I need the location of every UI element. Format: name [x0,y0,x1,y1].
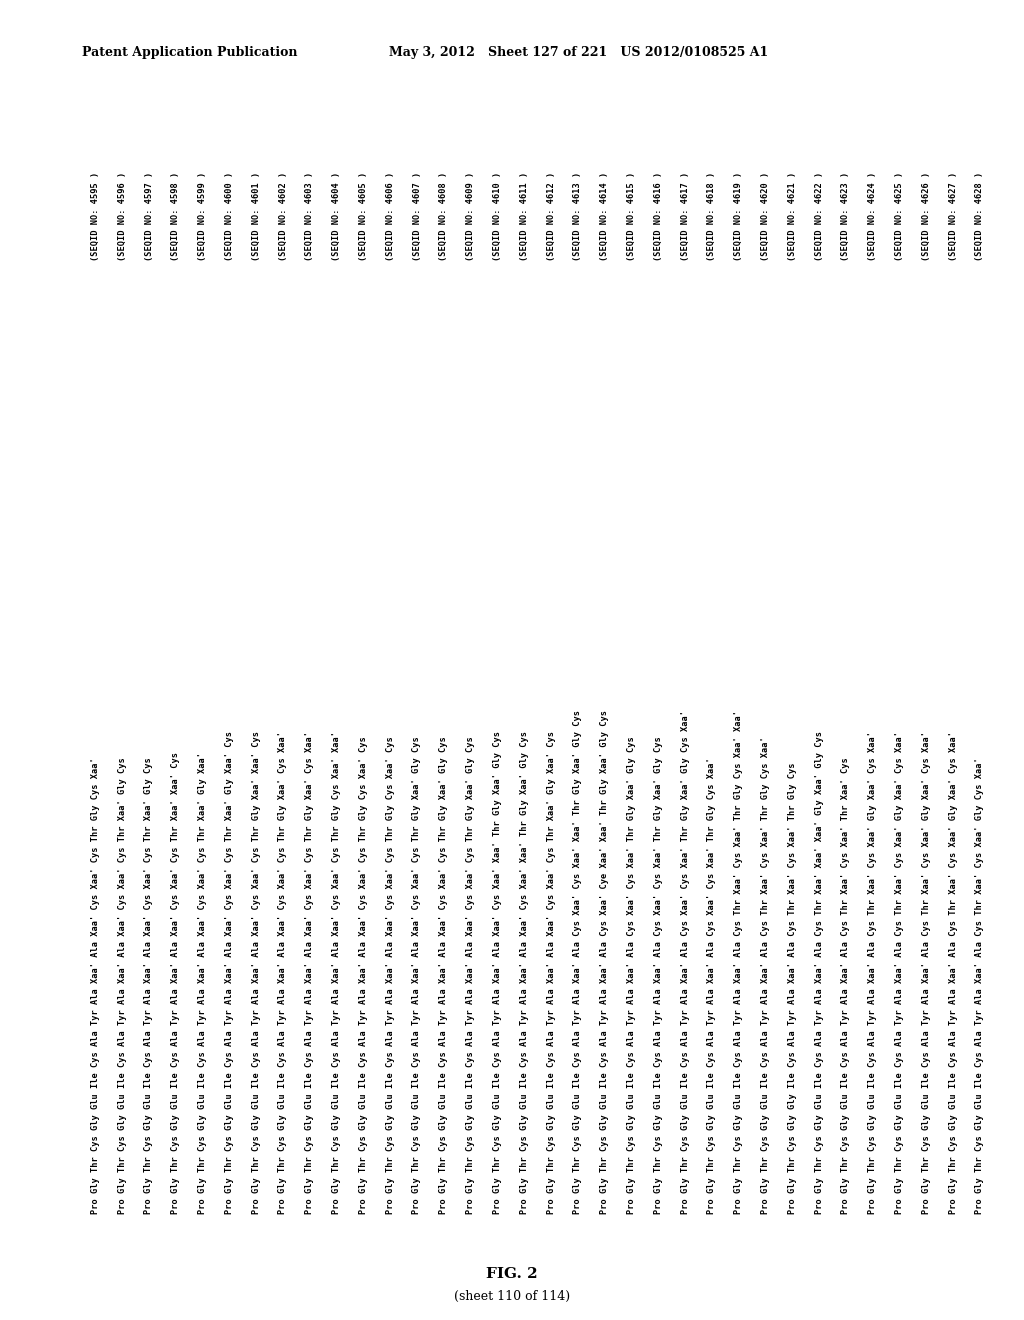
Text: (SEQID NO: 4618 ): (SEQID NO: 4618 ) [708,172,717,261]
Text: (SEQID NO: 4614 ): (SEQID NO: 4614 ) [600,172,609,261]
Text: Pro Gly Thr Cys Gly Glu Ile Cys Ala Tyr Ala Xaa' Ala Xaa' Cys Xaa' Xaa' Thr Gly : Pro Gly Thr Cys Gly Glu Ile Cys Ala Tyr … [520,731,528,1214]
Text: (SEQID NO: 4624 ): (SEQID NO: 4624 ) [868,172,878,261]
Text: Pro Gly Thr Cys Gly Glu Ile Cys Ala Tyr Ala Xaa' Ala Xaa' Cys Xaa' Cys Thr Gly X: Pro Gly Thr Cys Gly Glu Ile Cys Ala Tyr … [466,737,475,1214]
Text: (SEQID NO: 4608 ): (SEQID NO: 4608 ) [439,172,449,261]
Text: May 3, 2012   Sheet 127 of 221   US 2012/0108525 A1: May 3, 2012 Sheet 127 of 221 US 2012/010… [389,46,768,59]
Text: (SEQID NO: 4617 ): (SEQID NO: 4617 ) [681,172,689,261]
Text: (sheet 110 of 114): (sheet 110 of 114) [454,1290,570,1303]
Text: (SEQID NO: 4601 ): (SEQID NO: 4601 ) [252,172,261,261]
Text: Pro Gly Thr Cys Gly Glu Ile Cys Ala Tyr Ala Xaa' Ala Xaa' Cys Xaa' Cys Thr Gly C: Pro Gly Thr Cys Gly Glu Ile Cys Ala Tyr … [91,758,99,1214]
Text: Pro Gly Thr Cys Gly Glu Ile Cys Ala Tyr Ala Xaa' Ala Cys Thr Xaa' Cys Xaa' Thr G: Pro Gly Thr Cys Gly Glu Ile Cys Ala Tyr … [734,710,743,1214]
Text: (SEQID NO: 4616 ): (SEQID NO: 4616 ) [653,172,663,261]
Text: Pro Gly Thr Cys Gly Glu Ile Cys Ala Tyr Ala Xaa' Ala Cys Thr Xaa' Cys Xaa' Gly X: Pro Gly Thr Cys Gly Glu Ile Cys Ala Tyr … [868,731,878,1214]
Text: (SEQID NO: 4611 ): (SEQID NO: 4611 ) [520,172,528,261]
Text: (SEQID NO: 4628 ): (SEQID NO: 4628 ) [976,172,984,261]
Text: Pro Gly Thr Cys Gly Glu Ile Cys Ala Tyr Ala Xaa' Ala Cys Thr Xaa' Xaa' Xaa' Gly : Pro Gly Thr Cys Gly Glu Ile Cys Ala Tyr … [814,731,823,1214]
Text: (SEQID NO: 4609 ): (SEQID NO: 4609 ) [466,172,475,261]
Text: (SEQID NO: 4627 ): (SEQID NO: 4627 ) [948,172,957,261]
Text: Pro Gly Thr Cys Gly Glu Ile Cys Ala Tyr Ala Xaa' Ala Cys Xaa' Cys Xaa' Thr Gly X: Pro Gly Thr Cys Gly Glu Ile Cys Ala Tyr … [627,737,636,1214]
Text: (SEQID NO: 4622 ): (SEQID NO: 4622 ) [814,172,823,261]
Text: (SEQID NO: 4602 ): (SEQID NO: 4602 ) [279,172,288,261]
Text: Pro Gly Thr Cys Gly Glu Ile Cys Ala Tyr Ala Xaa' Ala Xaa' Cys Xaa' Cys Thr Gly X: Pro Gly Thr Cys Gly Glu Ile Cys Ala Tyr … [252,731,261,1214]
Text: Pro Gly Thr Cys Gly Glu Ile Cys Ala Tyr Ala Xaa' Ala Xaa' Cys Xaa' Cys Thr Gly C: Pro Gly Thr Cys Gly Glu Ile Cys Ala Tyr … [332,731,341,1214]
Text: (SEQID NO: 4612 ): (SEQID NO: 4612 ) [547,172,555,261]
Text: (SEQID NO: 4615 ): (SEQID NO: 4615 ) [627,172,636,261]
Text: Pro Gly Thr Cys Gly Glu Ile Cys Ala Tyr Ala Xaa' Ala Xaa' Cys Xaa' Cys Thr Xaa' : Pro Gly Thr Cys Gly Glu Ile Cys Ala Tyr … [144,758,154,1214]
Text: Pro Gly Thr Cys Gly Glu Ile Cys Ala Tyr Ala Xaa' Ala Xaa' Cys Xaa' Cys Thr Xaa' : Pro Gly Thr Cys Gly Glu Ile Cys Ala Tyr … [171,752,180,1214]
Text: Pro Gly Thr Cys Gly Glu Ile Cys Ala Tyr Ala Xaa' Ala Xaa' Cys Xaa' Xaa' Thr Gly : Pro Gly Thr Cys Gly Glu Ile Cys Ala Tyr … [493,731,502,1214]
Text: (SEQID NO: 4599 ): (SEQID NO: 4599 ) [198,172,207,261]
Text: Pro Gly Thr Cys Gly Glu Ile Cys Ala Tyr Ala Xaa' Ala Cys Thr Xaa' Cys Xaa' Gly C: Pro Gly Thr Cys Gly Glu Ile Cys Ala Tyr … [976,758,984,1214]
Text: Pro Gly Thr Cys Gly Glu Ile Cys Ala Tyr Ala Xaa' Ala Xaa' Cys Xaa' Cys Thr Gly X: Pro Gly Thr Cys Gly Glu Ile Cys Ala Tyr … [279,731,288,1214]
Text: (SEQID NO: 4619 ): (SEQID NO: 4619 ) [734,172,743,261]
Text: Pro Gly Thr Cys Gly Glu Ile Cys Ala Tyr Ala Xaa' Ala Xaa' Cys Xaa' Cys Thr Gly C: Pro Gly Thr Cys Gly Glu Ile Cys Ala Tyr … [358,737,368,1214]
Text: (SEQID NO: 4610 ): (SEQID NO: 4610 ) [493,172,502,261]
Text: FIG. 2: FIG. 2 [486,1267,538,1280]
Text: (SEQID NO: 4626 ): (SEQID NO: 4626 ) [922,172,931,261]
Text: Patent Application Publication: Patent Application Publication [82,46,297,59]
Text: Pro Gly Thr Cys Gly Gly Ile Cys Ala Tyr Ala Xaa' Ala Cys Thr Xaa' Cys Xaa' Thr G: Pro Gly Thr Cys Gly Gly Ile Cys Ala Tyr … [787,763,797,1214]
Text: (SEQID NO: 4604 ): (SEQID NO: 4604 ) [332,172,341,261]
Text: Pro Gly Thr Cys Gly Glu Ile Cys Ala Tyr Ala Xaa' Ala Cys Thr Xaa' Cys Xaa' Thr G: Pro Gly Thr Cys Gly Glu Ile Cys Ala Tyr … [761,737,770,1214]
Text: Pro Gly Thr Cys Gly Glu Ile Cys Ala Tyr Ala Xaa' Ala Cys Xaa' Cys Xaa' Xaa' Thr : Pro Gly Thr Cys Gly Glu Ile Cys Ala Tyr … [573,710,583,1214]
Text: (SEQID NO: 4596 ): (SEQID NO: 4596 ) [118,172,127,261]
Text: Pro Gly Thr Cys Gly Glu Ile Cys Ala Tyr Ala Xaa' Ala Cys Thr Xaa' Cys Xaa' Gly X: Pro Gly Thr Cys Gly Glu Ile Cys Ala Tyr … [922,731,931,1214]
Text: (SEQID NO: 4620 ): (SEQID NO: 4620 ) [761,172,770,261]
Text: Pro Gly Thr Cys Gly Glu Ile Cys Ala Tyr Ala Xaa' Ala Xaa' Cys Xaa' Cys Thr Xaa' : Pro Gly Thr Cys Gly Glu Ile Cys Ala Tyr … [118,758,127,1214]
Text: Pro Gly Thr Cys Gly Glu Ile Cys Ala Tyr Ala Xaa' Ala Xaa' Cys Xaa' Cys Thr Gly C: Pro Gly Thr Cys Gly Glu Ile Cys Ala Tyr … [386,737,394,1214]
Text: Pro Gly Thr Cys Gly Glu Ile Cys Ala Tyr Ala Xaa' Ala Cys Thr Xaa' Cys Xaa' Gly X: Pro Gly Thr Cys Gly Glu Ile Cys Ala Tyr … [895,731,904,1214]
Text: (SEQID NO: 4600 ): (SEQID NO: 4600 ) [225,172,233,261]
Text: Pro Gly Thr Cys Gly Glu Ile Cys Ala Tyr Ala Xaa' Ala Cys Thr Xaa' Cys Xaa' Gly X: Pro Gly Thr Cys Gly Glu Ile Cys Ala Tyr … [948,731,957,1214]
Text: (SEQID NO: 4597 ): (SEQID NO: 4597 ) [144,172,154,261]
Text: (SEQID NO: 4623 ): (SEQID NO: 4623 ) [842,172,850,261]
Text: (SEQID NO: 4613 ): (SEQID NO: 4613 ) [573,172,583,261]
Text: (SEQID NO: 4625 ): (SEQID NO: 4625 ) [895,172,904,261]
Text: Pro Gly Thr Cys Gly Glu Ile Cys Ala Tyr Ala Xaa' Ala Xaa' Cys Xaa' Cys Thr Xaa' : Pro Gly Thr Cys Gly Glu Ile Cys Ala Tyr … [198,752,207,1214]
Text: (SEQID NO: 4621 ): (SEQID NO: 4621 ) [787,172,797,261]
Text: Pro Gly Thr Cys Gly Glu Ile Cys Ala Tyr Ala Xaa' Ala Cys Xaa' Cys Xaa' Thr Gly X: Pro Gly Thr Cys Gly Glu Ile Cys Ala Tyr … [681,710,689,1214]
Text: Pro Gly Thr Cys Gly Glu Ile Cys Ala Tyr Ala Xaa' Ala Xaa' Cys Xaa' Cys Thr Gly X: Pro Gly Thr Cys Gly Glu Ile Cys Ala Tyr … [439,737,449,1214]
Text: Pro Gly Thr Cys Gly Glu Ile Cys Ala Tyr Ala Xaa' Ala Xaa' Cys Xaa' Cys Thr Gly X: Pro Gly Thr Cys Gly Glu Ile Cys Ala Tyr … [413,737,422,1214]
Text: (SEQID NO: 4605 ): (SEQID NO: 4605 ) [358,172,368,261]
Text: (SEQID NO: 4603 ): (SEQID NO: 4603 ) [305,172,314,261]
Text: (SEQID NO: 4607 ): (SEQID NO: 4607 ) [413,172,422,261]
Text: Pro Gly Thr Cys Gly Glu Ile Cys Ala Tyr Ala Xaa' Ala Xaa' Cys Xaa' Cys Thr Xaa' : Pro Gly Thr Cys Gly Glu Ile Cys Ala Tyr … [547,731,555,1214]
Text: Pro Gly Thr Cys Gly Glu Ile Cys Ala Tyr Ala Xaa' Ala Cys Xaa' Cys Xaa' Thr Gly C: Pro Gly Thr Cys Gly Glu Ile Cys Ala Tyr … [708,758,717,1214]
Text: Pro Gly Thr Cys Gly Glu Ile Cys Ala Tyr Ala Xaa' Ala Cys Xaa' Cye Xaa' Xaa' Thr : Pro Gly Thr Cys Gly Glu Ile Cys Ala Tyr … [600,710,609,1214]
Text: Pro Gly Thr Cys Gly Glu Ile Cys Ala Tyr Ala Xaa' Ala Xaa' Cys Xaa' Cys Thr Gly X: Pro Gly Thr Cys Gly Glu Ile Cys Ala Tyr … [305,731,314,1214]
Text: (SEQID NO: 4598 ): (SEQID NO: 4598 ) [171,172,180,261]
Text: Pro Gly Thr Cys Gly Glu Ile Cys Ala Tyr Ala Xaa' Ala Xaa' Cys Xaa' Cys Thr Xaa' : Pro Gly Thr Cys Gly Glu Ile Cys Ala Tyr … [225,731,233,1214]
Text: Pro Gly Thr Cys Gly Glu Ile Cys Ala Tyr Ala Xaa' Ala Cys Xaa' Cys Xaa' Thr Gly X: Pro Gly Thr Cys Gly Glu Ile Cys Ala Tyr … [653,737,663,1214]
Text: (SEQID NO: 4595 ): (SEQID NO: 4595 ) [91,172,99,261]
Text: (SEQID NO: 4606 ): (SEQID NO: 4606 ) [386,172,394,261]
Text: Pro Gly Thr Cys Gly Glu Ile Cys Ala Tyr Ala Xaa' Ala Cys Thr Xaa' Cys Xaa' Thr X: Pro Gly Thr Cys Gly Glu Ile Cys Ala Tyr … [842,758,850,1214]
